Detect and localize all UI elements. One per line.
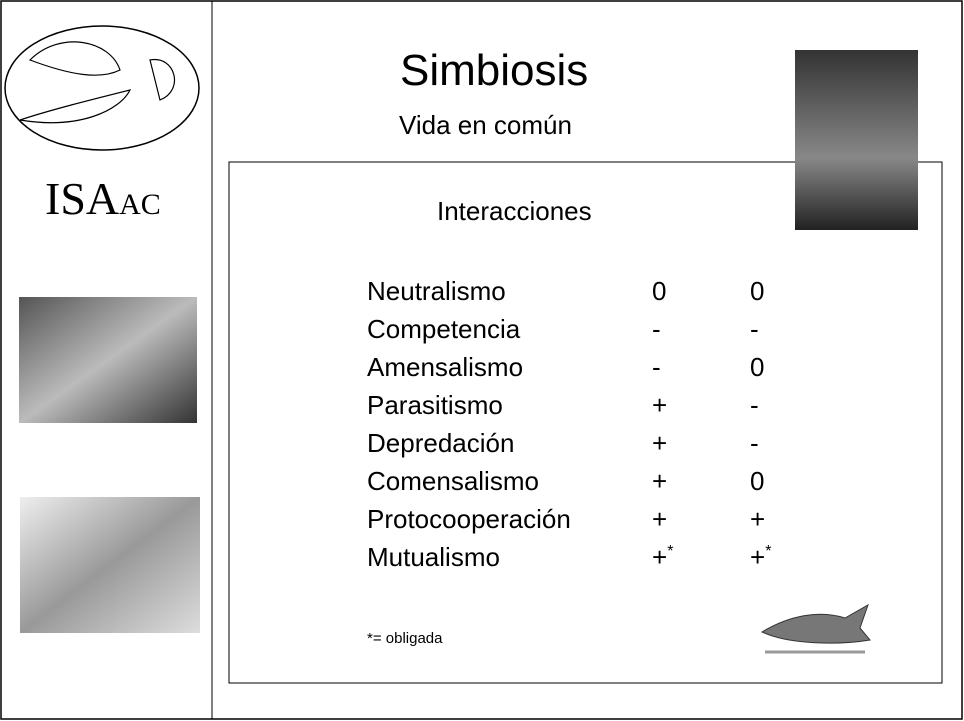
table-cell: + xyxy=(652,428,668,458)
table-cell: + xyxy=(750,504,766,534)
table-cell: + xyxy=(652,390,668,420)
row-label: Competencia xyxy=(367,314,521,344)
row-label: Neutralismo xyxy=(367,276,506,306)
logo-oval xyxy=(4,25,200,151)
table-cell: - xyxy=(652,352,661,382)
cell-text: + xyxy=(750,542,766,572)
interaction-table: Neutralismo 0 0 Competencia - - Amensalismo - 0 P… xyxy=(367,276,787,580)
table-cell: + xyxy=(652,504,668,534)
heading: Interacciones xyxy=(437,196,592,226)
table-cell: - xyxy=(652,314,661,344)
subtitle: Vida en común xyxy=(399,110,572,140)
row-label: Parasitismo xyxy=(367,390,503,420)
fish-icon xyxy=(760,603,871,644)
table-cell: 0 xyxy=(750,276,765,306)
footnote: *= obligada xyxy=(367,630,443,647)
row-label: Amensalismo xyxy=(367,352,524,382)
table-row: Mutualismo +* +* xyxy=(367,542,787,580)
row-label: Comensalismo xyxy=(367,466,539,496)
title: Simbiosis xyxy=(400,46,589,95)
table-cell: - xyxy=(750,390,759,420)
anemone-photo xyxy=(20,497,200,633)
table-cell: 0 xyxy=(750,352,765,382)
anemone-photo xyxy=(19,297,197,423)
table-cell: - xyxy=(750,314,759,344)
table-row: Depredación + - xyxy=(367,428,787,466)
table-row: Protocooperación + + xyxy=(367,504,787,542)
table-cell: + xyxy=(652,466,668,496)
table-cell: 0 xyxy=(652,276,667,306)
row-label: Mutualismo xyxy=(367,542,500,572)
row-label: Protocooperación xyxy=(367,504,571,534)
row-label: Depredación xyxy=(367,428,515,458)
table-row: Comensalismo +0 xyxy=(367,466,787,504)
logo-drawing xyxy=(19,41,176,124)
logo-large: ISA xyxy=(45,173,120,224)
content-box xyxy=(228,161,943,684)
cell-superscript: * xyxy=(667,543,674,560)
cell-superscript: * xyxy=(765,543,772,560)
table-row: Neutralismo 0 0 xyxy=(367,276,787,314)
logo-small: AC xyxy=(119,188,161,221)
fish-photo xyxy=(795,50,918,230)
table-cell: 0 xyxy=(750,466,765,496)
table-row: Parasitismo + - xyxy=(367,390,787,428)
table-cell: - xyxy=(750,428,759,458)
logo: ISAAC xyxy=(45,172,161,225)
table-row: Competencia - - xyxy=(367,314,787,352)
table-cell: +* xyxy=(652,542,673,573)
cell-text: + xyxy=(652,542,668,572)
table-cell: +* xyxy=(750,542,771,573)
table-row: Amensalismo - 0 xyxy=(367,352,787,390)
